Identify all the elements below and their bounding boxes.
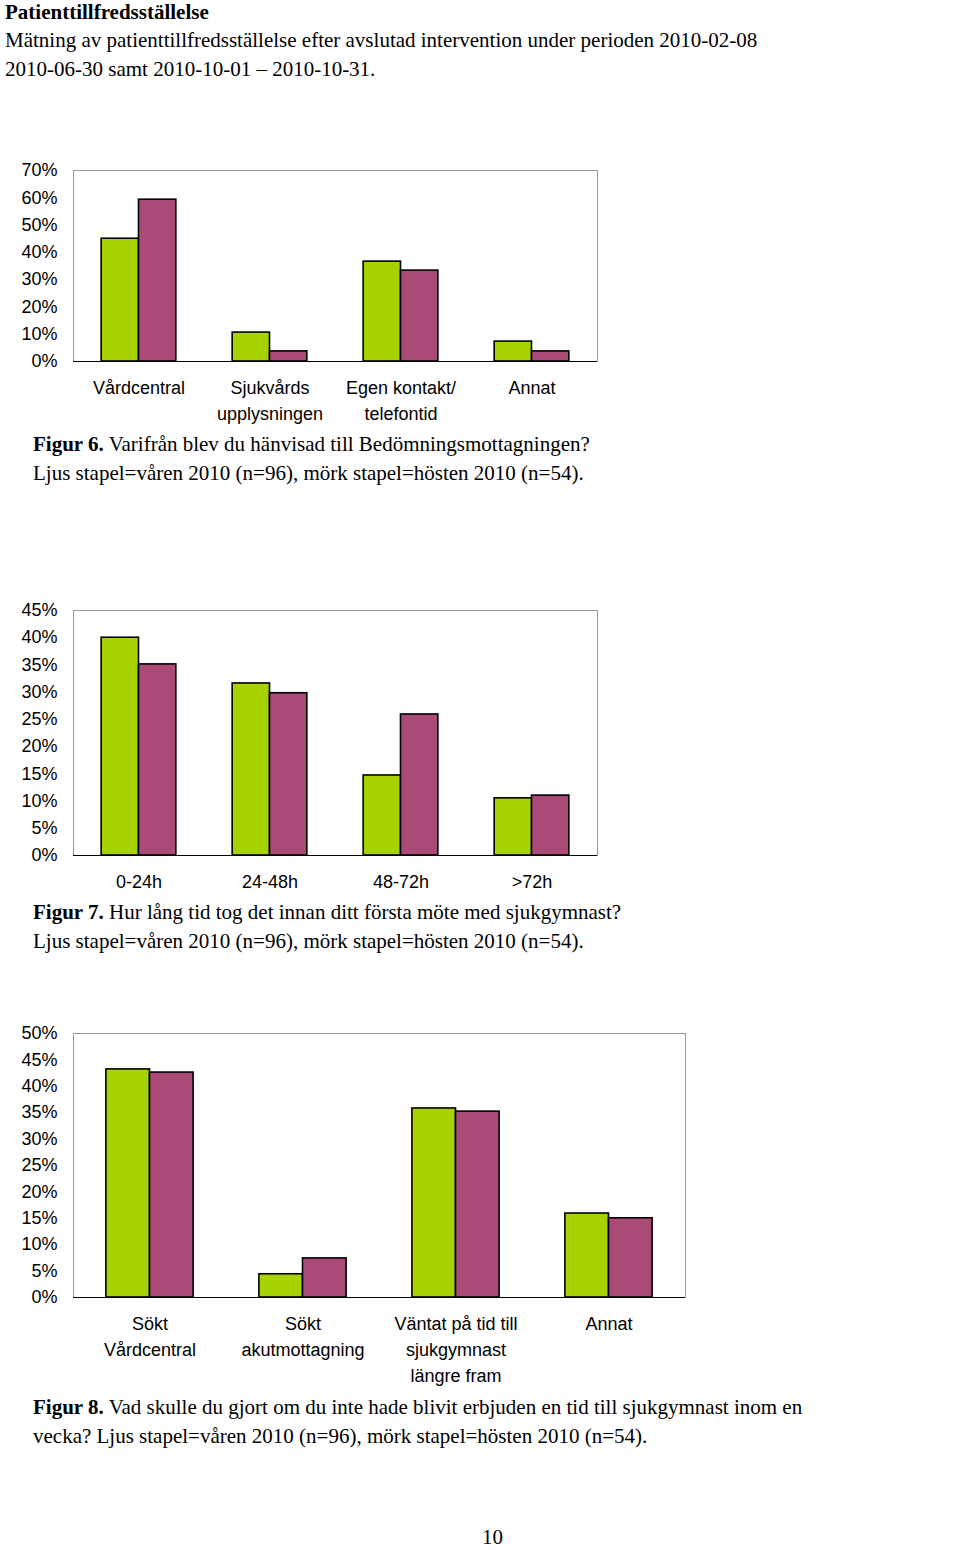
svg-text:15%: 15% xyxy=(21,764,57,784)
html-text:Patienttillfredsställelse: Patienttillfredsställelse xyxy=(5,0,209,24)
svg-text:40%: 40% xyxy=(21,627,57,647)
svg-text:35%: 35% xyxy=(21,1102,57,1122)
html-text:Mätning av patienttillfredsstä: Mätning av patienttillfredsställelse eft… xyxy=(5,28,758,52)
html-text:Figur 7. Hur lång tid tog det: Figur 7. Hur lång tid tog det innan ditt… xyxy=(33,900,622,924)
svg-text:25%: 25% xyxy=(21,1155,57,1175)
svg-text:30%: 30% xyxy=(21,1129,57,1149)
html-text:Ljus stapel=våren 2010 (n=96),: Ljus stapel=våren 2010 (n=96), mörk stap… xyxy=(33,929,584,953)
svg-text:>72h: >72h xyxy=(512,872,553,892)
svg-text:40%: 40% xyxy=(21,1076,57,1096)
svg-text:20%: 20% xyxy=(21,736,57,756)
svg-text:Väntat på tid tillsjukgymnastl: Väntat på tid tillsjukgymnastlängre fram xyxy=(394,1314,517,1386)
svg-text:10%: 10% xyxy=(21,791,57,811)
svg-text:24-48h: 24-48h xyxy=(242,872,298,892)
html-text:vecka? Ljus stapel=våren 2010: vecka? Ljus stapel=våren 2010 (n=96), mö… xyxy=(33,1424,648,1448)
svg-text:35%: 35% xyxy=(21,655,57,675)
html-text:Ljus stapel=våren 2010 (n=96),: Ljus stapel=våren 2010 (n=96), mörk stap… xyxy=(33,461,584,485)
svg-text:SöktVårdcentral: SöktVårdcentral xyxy=(104,1314,196,1360)
svg-text:60%: 60% xyxy=(21,188,57,208)
svg-text:Annat: Annat xyxy=(585,1314,632,1334)
svg-text:Egen kontakt/telefontid: Egen kontakt/telefontid xyxy=(346,378,456,424)
svg-text:0-24h: 0-24h xyxy=(116,872,162,892)
svg-text:45%: 45% xyxy=(21,600,57,620)
svg-text:0%: 0% xyxy=(31,351,57,371)
svg-text:50%: 50% xyxy=(21,215,57,235)
svg-text:40%: 40% xyxy=(21,242,57,262)
svg-text:0%: 0% xyxy=(31,845,57,865)
svg-text:5%: 5% xyxy=(31,818,57,838)
svg-text:20%: 20% xyxy=(21,297,57,317)
html-text:Figur 8. Vad skulle du gjort o: Figur 8. Vad skulle du gjort om du inte … xyxy=(33,1395,803,1419)
svg-text:Sjukvårdsupplysningen: Sjukvårdsupplysningen xyxy=(217,378,323,424)
html-text:10: 10 xyxy=(482,1525,503,1549)
svg-text:5%: 5% xyxy=(31,1261,57,1281)
svg-text:10%: 10% xyxy=(21,1234,57,1254)
svg-text:Vårdcentral: Vårdcentral xyxy=(93,378,185,398)
svg-text:0%: 0% xyxy=(31,1287,57,1307)
svg-text:50%: 50% xyxy=(21,1023,57,1043)
svg-text:30%: 30% xyxy=(21,269,57,289)
svg-text:70%: 70% xyxy=(21,160,57,180)
svg-text:Annat: Annat xyxy=(508,378,555,398)
svg-text:20%: 20% xyxy=(21,1182,57,1202)
svg-text:10%: 10% xyxy=(21,324,57,344)
svg-text:15%: 15% xyxy=(21,1208,57,1228)
svg-text:Söktakutmottagning: Söktakutmottagning xyxy=(241,1314,364,1360)
html-text:Figur 6. Varifrån blev du hänv: Figur 6. Varifrån blev du hänvisad till … xyxy=(33,432,590,456)
svg-text:48-72h: 48-72h xyxy=(373,872,429,892)
svg-text:45%: 45% xyxy=(21,1050,57,1070)
html-text:2010-06-30 samt 2010-10-01 – 2: 2010-06-30 samt 2010-10-01 – 2010-10-31. xyxy=(5,57,376,81)
svg-text:25%: 25% xyxy=(21,709,57,729)
svg-text:30%: 30% xyxy=(21,682,57,702)
